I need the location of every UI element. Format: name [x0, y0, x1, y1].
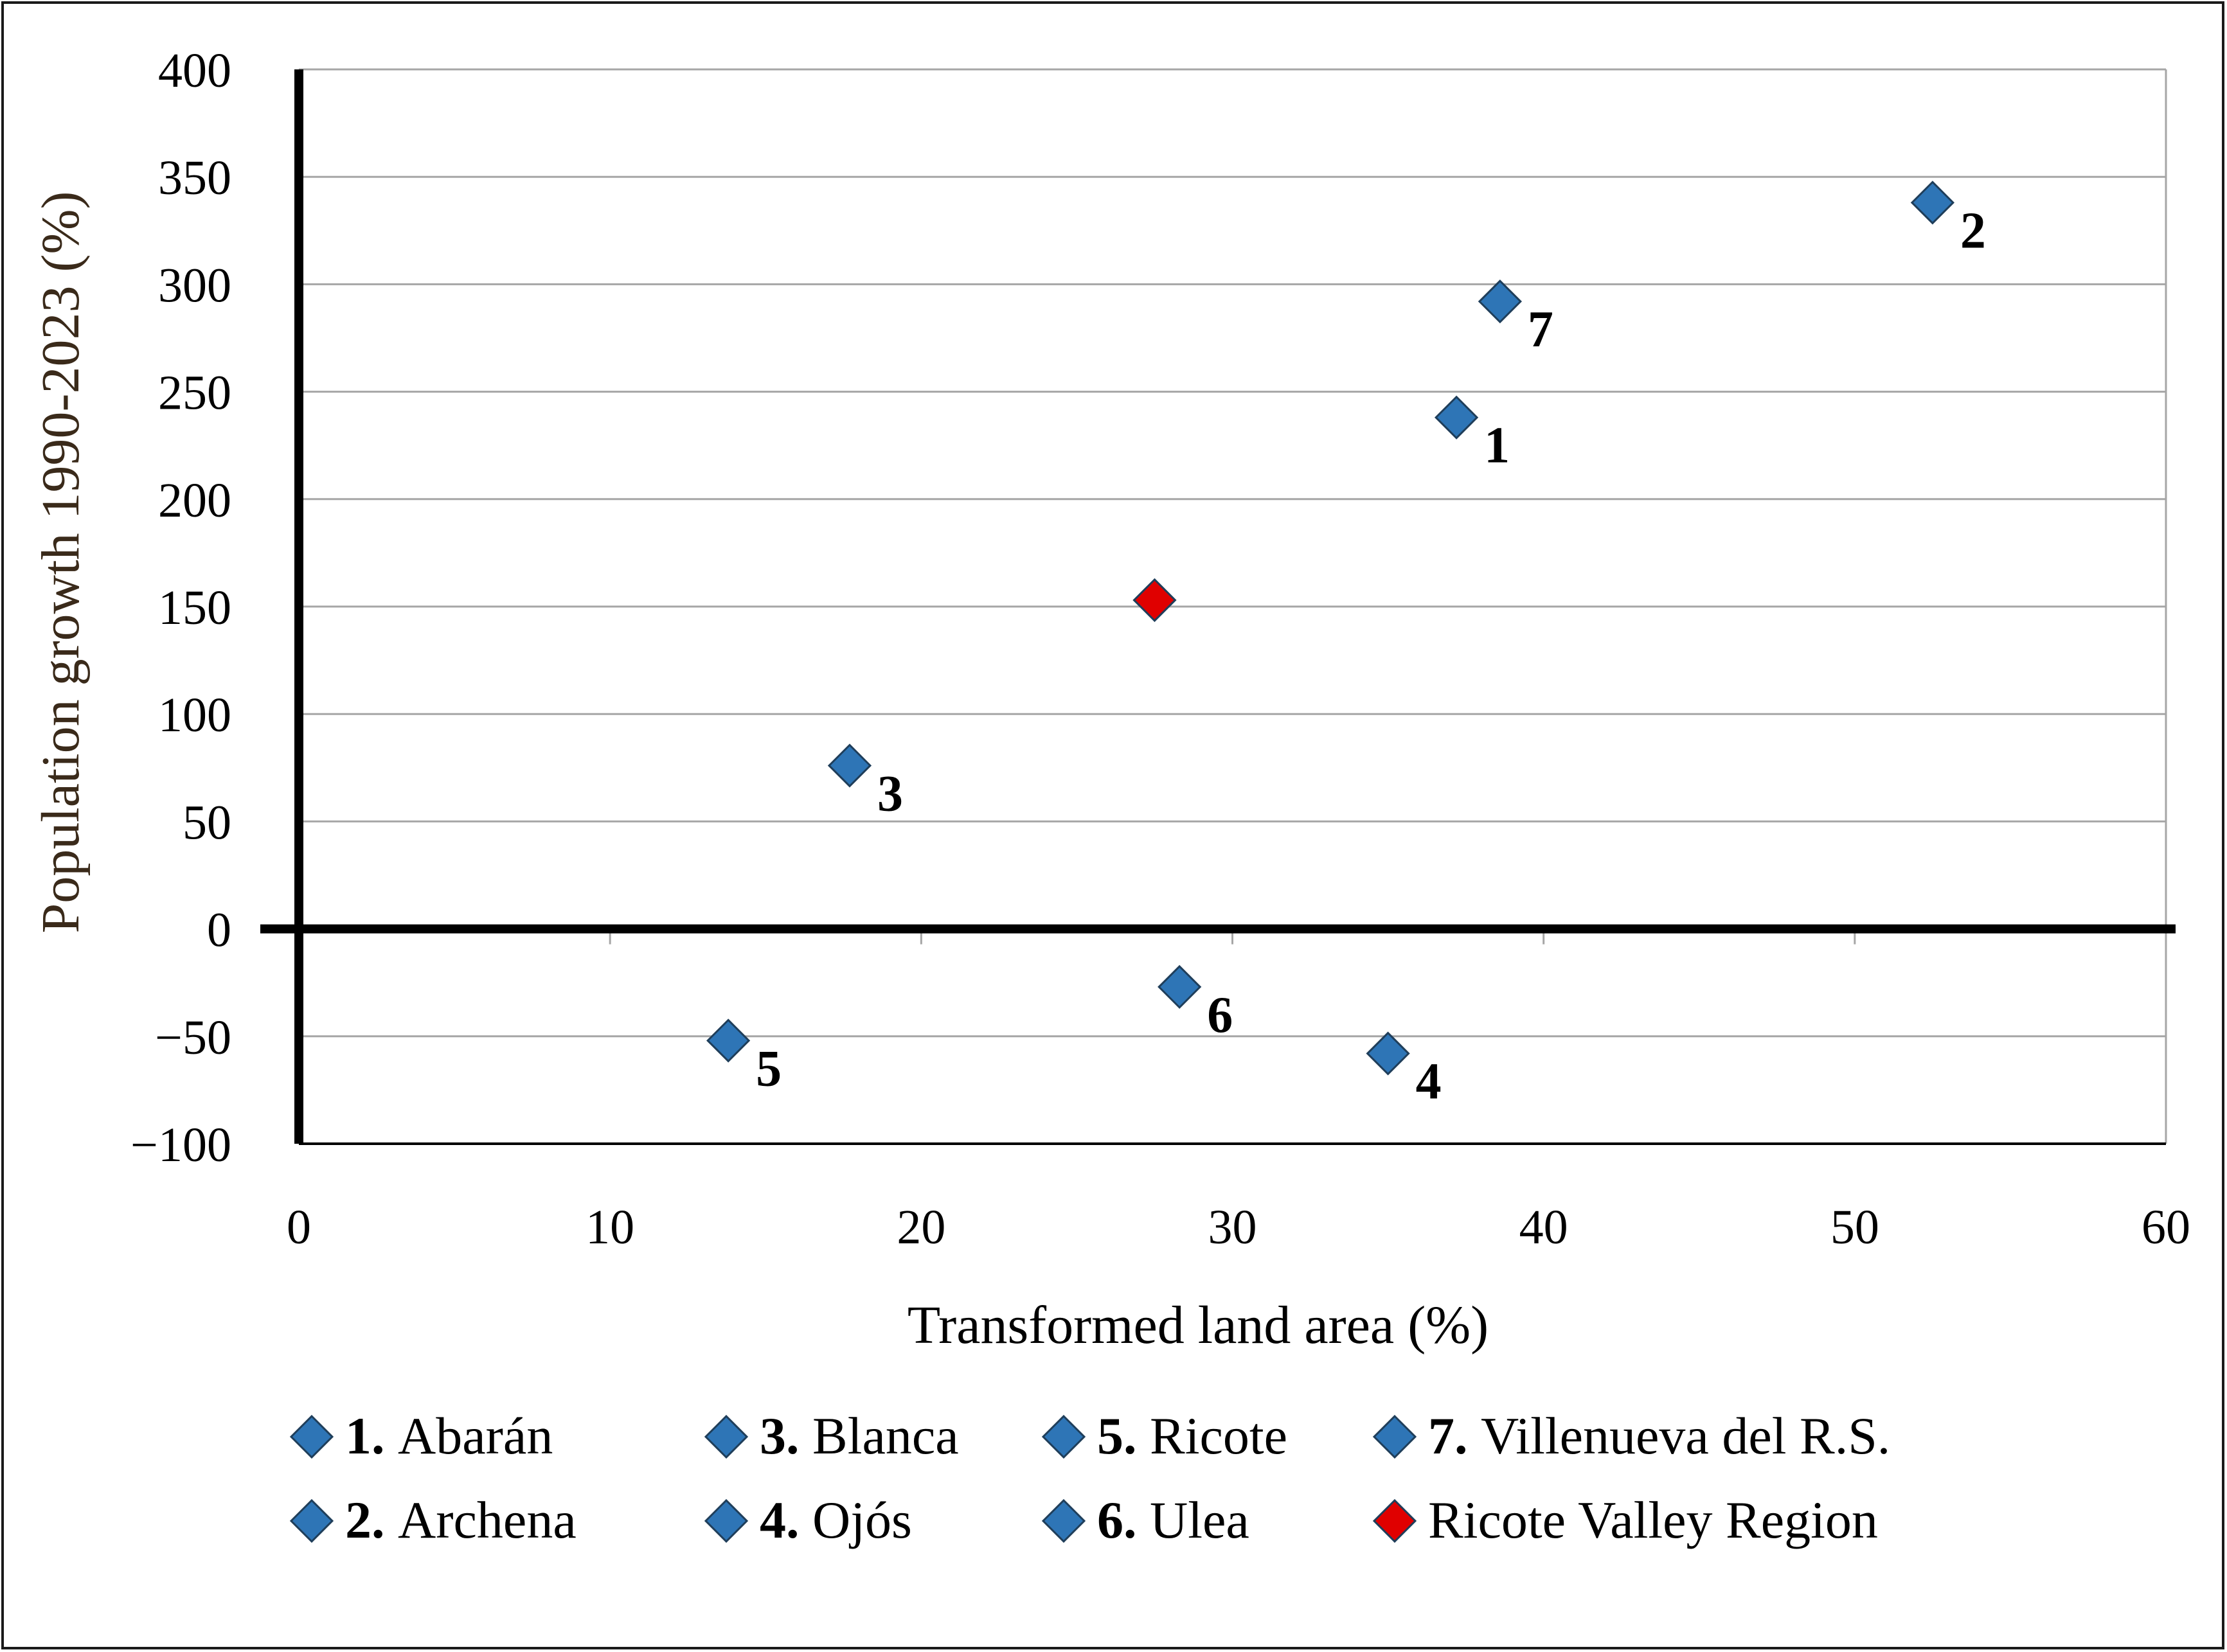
legend-item: 2. Archena [345, 1491, 577, 1549]
data-label-1: 1 [1484, 418, 1510, 474]
legend-number: 7. [1428, 1407, 1481, 1465]
x-tick-label: 30 [1208, 1200, 1257, 1254]
x-axis-title: Transformed land area (%) [908, 1295, 1489, 1355]
legend-item: 1. Abarán [345, 1407, 553, 1465]
data-point-2 [1910, 181, 1954, 225]
legend-marker [1372, 1414, 1417, 1459]
legend-item: Ricote Valley Region [1428, 1491, 1878, 1549]
data-point-1 [1434, 395, 1479, 440]
legend-label: Ricote [1150, 1407, 1287, 1465]
legend-label: Ulea [1150, 1491, 1249, 1549]
legend-item: 6. Ulea [1097, 1491, 1249, 1549]
legend-item: 4. Ojós [760, 1491, 912, 1549]
y-tick-label: 0 [207, 903, 231, 957]
y-tick-label: 250 [158, 366, 231, 420]
legend-marker [1372, 1498, 1417, 1543]
data-label-4: 4 [1416, 1054, 1442, 1110]
x-tick-label: 10 [586, 1200, 634, 1254]
legend-label: Ricote Valley Region [1428, 1491, 1878, 1549]
legend-label: Archena [398, 1491, 577, 1549]
data-label-3: 3 [877, 765, 903, 822]
data-point-3 [827, 743, 872, 788]
legend-number: 3. [760, 1407, 812, 1465]
data-label-6: 6 [1207, 987, 1233, 1044]
legend-item: 5. Ricote [1097, 1407, 1287, 1465]
data-points: 1 2 3 4 5 6 7 [706, 181, 1986, 1110]
data-point-region [1132, 578, 1177, 623]
legend-number: 5. [1097, 1407, 1150, 1465]
legend-number: 1. [345, 1407, 398, 1465]
legend-number: 4. [760, 1491, 812, 1549]
y-tick-label: 400 [158, 44, 231, 98]
y-tick-label: 300 [158, 258, 231, 312]
y-tick-label: −100 [130, 1118, 231, 1172]
y-tick-label: 200 [158, 474, 231, 528]
data-label-5: 5 [756, 1040, 782, 1097]
legend-marker [289, 1498, 334, 1543]
legend: 1. Abarán 3. Blanca 5. Ricote 7. Villenueva… [289, 1407, 1890, 1549]
legend-item: 3. Blanca [760, 1407, 959, 1465]
x-tick-label: 0 [287, 1200, 311, 1254]
legend-number: 6. [1097, 1491, 1150, 1549]
data-point-6 [1158, 964, 1202, 1009]
x-tick-label: 60 [2142, 1200, 2190, 1254]
legend-marker [704, 1414, 749, 1459]
x-tick-label: 50 [1830, 1200, 1879, 1254]
legend-label: Blanca [812, 1407, 959, 1465]
data-label-2: 2 [1960, 202, 1986, 259]
legend-marker [289, 1414, 334, 1459]
data-point-7 [1478, 280, 1523, 324]
legend-marker [1041, 1498, 1086, 1543]
data-point-4 [1366, 1031, 1410, 1076]
axes [260, 69, 2176, 1145]
x-tick-label: 20 [897, 1200, 945, 1254]
legend-item: 7. Villenueva del R.S. [1428, 1407, 1890, 1465]
legend-marker [1041, 1414, 1086, 1459]
y-tick-label: 50 [183, 795, 231, 849]
legend-number: 2. [345, 1491, 398, 1549]
legend-label: Abarán [398, 1407, 553, 1465]
legend-label: Ojós [812, 1491, 912, 1549]
y-tick-label: 100 [158, 688, 231, 742]
y-tick-label: 150 [158, 581, 231, 635]
legend-label: Villenueva del R.S. [1481, 1407, 1890, 1465]
y-tick-label: 350 [158, 151, 231, 205]
y-tick-label: −50 [155, 1011, 231, 1065]
y-axis-title: Population growth 1990-2023 (%) [31, 191, 91, 934]
legend-marker [704, 1498, 749, 1543]
data-point-5 [706, 1018, 751, 1063]
data-label-7: 7 [1528, 301, 1553, 358]
x-tick-label: 40 [1519, 1200, 1568, 1254]
